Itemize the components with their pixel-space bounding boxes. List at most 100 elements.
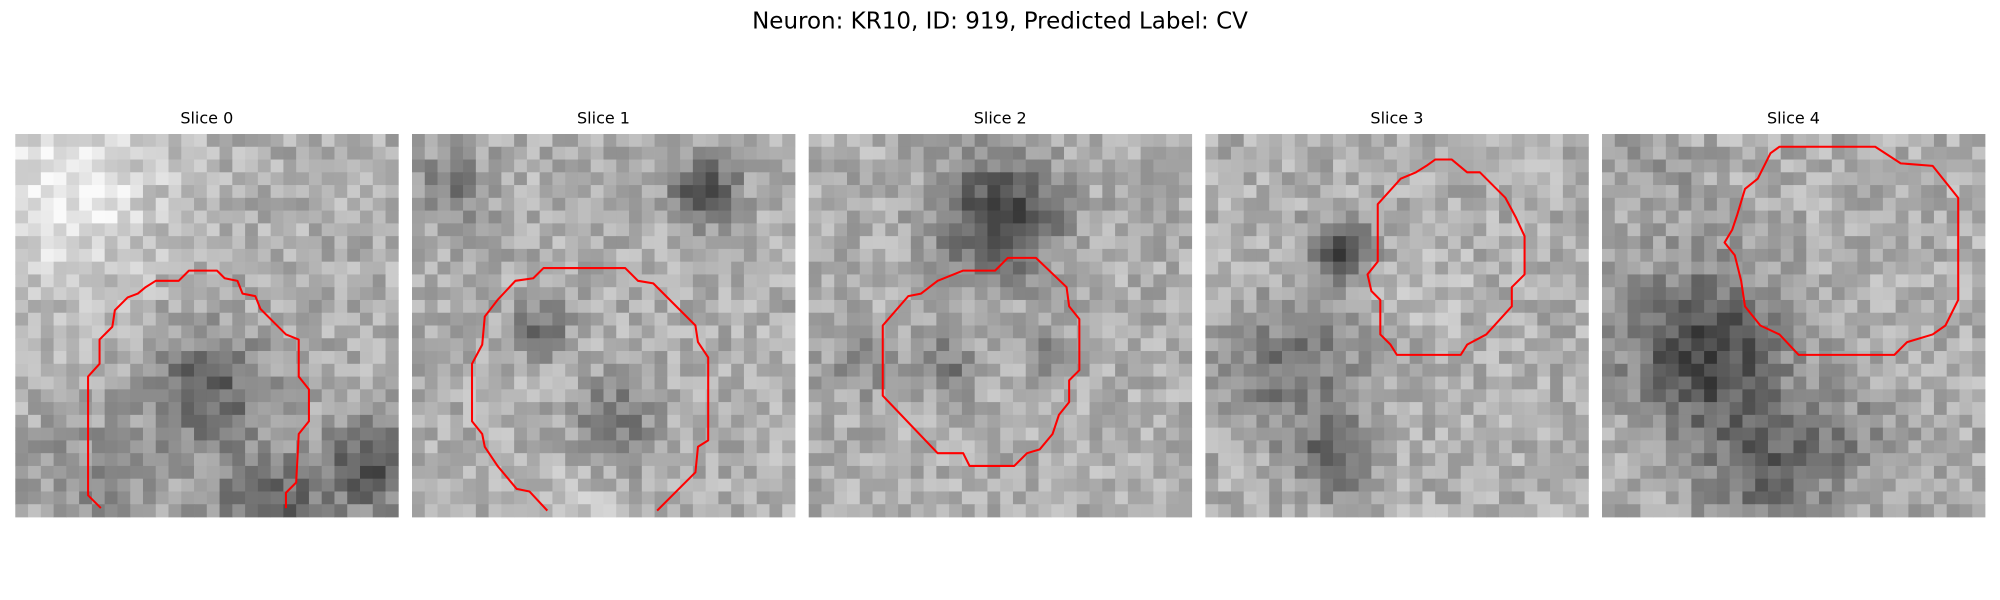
pixel bbox=[1064, 351, 1078, 365]
pixel bbox=[1691, 491, 1705, 505]
pixel bbox=[1550, 274, 1564, 288]
pixel bbox=[756, 478, 770, 492]
pixel bbox=[1230, 210, 1245, 224]
pixel bbox=[232, 223, 246, 237]
pixel bbox=[680, 504, 694, 518]
pixel bbox=[1396, 402, 1411, 416]
pixel bbox=[1537, 312, 1551, 326]
pixel bbox=[1333, 427, 1347, 441]
pixel bbox=[808, 325, 822, 339]
pixel bbox=[654, 287, 668, 301]
pixel bbox=[1831, 159, 1845, 173]
pixel bbox=[1857, 248, 1871, 263]
pixel bbox=[1742, 236, 1756, 250]
pixel bbox=[1358, 402, 1372, 416]
pixel bbox=[334, 197, 348, 211]
pixel bbox=[1140, 185, 1154, 199]
pixel bbox=[1435, 351, 1449, 365]
pixel bbox=[40, 172, 54, 186]
pixel bbox=[1729, 453, 1743, 467]
pixel bbox=[79, 261, 93, 275]
pixel bbox=[680, 351, 694, 365]
pixel bbox=[1921, 261, 1935, 275]
pixel bbox=[1460, 159, 1474, 173]
pixel bbox=[1627, 287, 1641, 301]
pixel bbox=[1064, 453, 1078, 467]
pixel bbox=[1831, 478, 1845, 492]
pixel bbox=[1946, 402, 1960, 416]
pixel bbox=[1857, 338, 1871, 352]
pixel bbox=[219, 363, 233, 377]
pixel bbox=[270, 440, 284, 454]
pixel bbox=[1933, 376, 1948, 390]
pixel bbox=[194, 197, 208, 211]
pixel bbox=[1933, 223, 1948, 237]
pixel bbox=[1908, 427, 1922, 441]
pixel bbox=[1076, 478, 1090, 492]
pixel bbox=[782, 210, 796, 224]
pixel bbox=[1000, 402, 1014, 416]
pixel bbox=[1282, 261, 1296, 275]
pixel bbox=[1115, 248, 1129, 263]
pixel bbox=[1166, 299, 1180, 314]
pixel bbox=[219, 197, 233, 211]
pixel bbox=[1140, 172, 1154, 186]
pixel bbox=[1678, 236, 1692, 250]
pixel bbox=[1895, 325, 1909, 339]
pixel bbox=[1435, 491, 1449, 505]
pixel bbox=[680, 338, 694, 352]
pixel bbox=[1972, 287, 1986, 301]
pixel bbox=[1755, 465, 1769, 480]
pixel bbox=[756, 185, 770, 199]
pixel bbox=[1269, 389, 1283, 403]
pixel bbox=[629, 363, 643, 377]
pixel bbox=[1473, 274, 1487, 288]
pixel bbox=[283, 299, 297, 314]
pixel bbox=[1499, 248, 1513, 263]
pixel bbox=[1153, 312, 1167, 326]
pixel bbox=[91, 134, 106, 148]
pixel bbox=[1205, 504, 1219, 518]
pixel bbox=[705, 504, 719, 518]
pixel bbox=[1269, 261, 1283, 275]
pixel bbox=[257, 223, 272, 237]
pixel bbox=[1614, 351, 1628, 365]
pixel bbox=[79, 223, 93, 237]
pixel bbox=[1256, 274, 1270, 288]
pixel bbox=[1870, 351, 1884, 365]
pixel bbox=[1908, 274, 1922, 288]
pixel bbox=[1447, 299, 1462, 314]
pixel bbox=[1205, 465, 1219, 480]
pixel bbox=[629, 491, 643, 505]
pixel bbox=[1627, 338, 1641, 352]
pixel bbox=[1358, 376, 1372, 390]
pixel bbox=[1447, 261, 1462, 275]
pixel bbox=[1562, 491, 1577, 505]
pixel bbox=[1256, 261, 1270, 275]
pixel bbox=[885, 338, 899, 352]
pixel bbox=[847, 389, 861, 403]
pixel bbox=[360, 134, 374, 148]
pixel bbox=[552, 376, 566, 390]
pixel bbox=[1614, 185, 1628, 199]
pixel bbox=[1307, 504, 1321, 518]
pixel bbox=[629, 248, 643, 263]
pixel bbox=[270, 287, 284, 301]
pixel bbox=[1205, 299, 1219, 314]
pixel bbox=[1371, 491, 1385, 505]
pixel bbox=[1345, 134, 1359, 148]
pixel bbox=[1640, 478, 1654, 492]
pixel bbox=[1447, 248, 1462, 263]
pixel bbox=[488, 478, 502, 492]
pixel bbox=[552, 274, 566, 288]
pixel bbox=[1653, 197, 1667, 211]
pixel bbox=[1460, 440, 1474, 454]
pixel bbox=[1921, 236, 1935, 250]
pixel bbox=[1140, 197, 1154, 211]
pixel bbox=[194, 312, 208, 326]
pixel bbox=[1333, 491, 1347, 505]
pixel bbox=[1755, 440, 1769, 454]
pixel bbox=[1946, 261, 1960, 275]
pixel bbox=[1166, 197, 1180, 211]
pixel bbox=[437, 312, 451, 326]
